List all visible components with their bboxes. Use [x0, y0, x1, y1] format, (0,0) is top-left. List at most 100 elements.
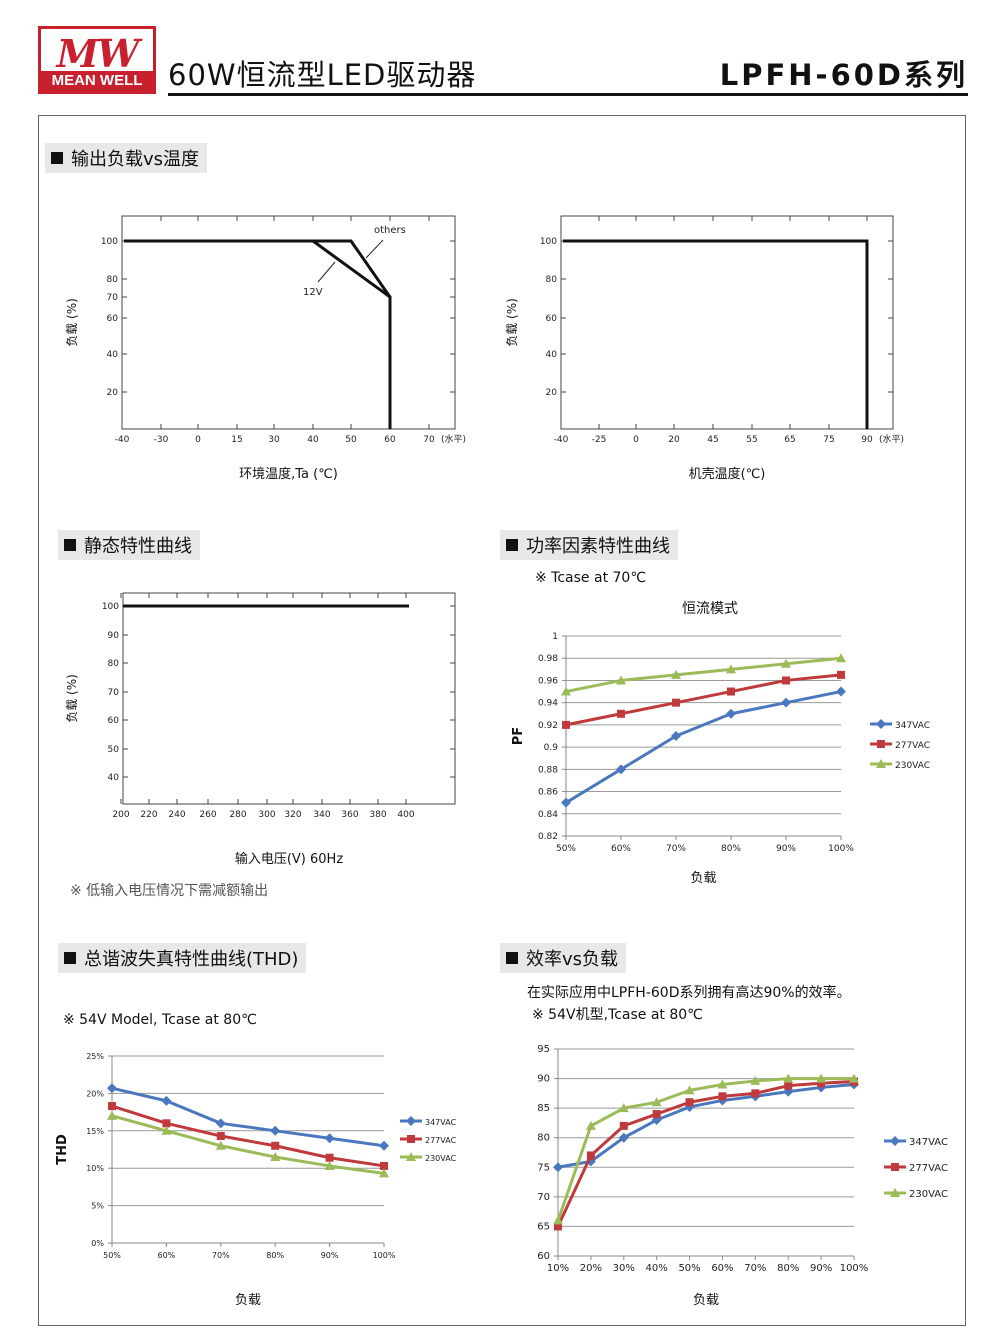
derating_ambient-y-tick-label: 60	[107, 314, 119, 324]
static-x-tick-label: 220	[140, 810, 157, 820]
efficiency-x-tick-label: 30%	[613, 1263, 635, 1274]
content-frame	[38, 115, 966, 1326]
thd-point-277VAC	[162, 1119, 171, 1128]
static-x-tick-label: 260	[199, 810, 216, 820]
derating_ambient-y-tick-label: 80	[107, 275, 119, 285]
pf-legend-label: 277VAC	[895, 741, 930, 751]
pf-point-277VAC	[617, 709, 625, 718]
derating_ambient-y-axis-label: 负载 (%)	[65, 298, 79, 347]
efficiency-point-277VAC	[685, 1098, 694, 1107]
pf-point-347VAC	[836, 686, 846, 697]
efficiency-x-tick-label: 100%	[840, 1263, 869, 1274]
header-rule	[168, 93, 968, 96]
pf-note: ※ Tcase at 70℃	[535, 570, 647, 586]
section-derating-label: 输出负载vs温度	[71, 149, 200, 170]
derating_ambient-x-tick-label: -30	[154, 435, 169, 445]
static-x-axis-label: 输入电压(V) 60Hz	[235, 851, 343, 867]
pf-point-230VAC	[726, 664, 736, 674]
pf-point-230VAC	[616, 675, 626, 685]
derating_case-y-tick-label: 60	[546, 314, 558, 324]
thd-point-230VAC	[324, 1160, 335, 1170]
pf-x-tick-label: 60%	[611, 844, 631, 854]
thd-point-277VAC	[380, 1161, 388, 1170]
pf-point-277VAC	[562, 720, 570, 729]
thd-point-230VAC	[379, 1168, 389, 1178]
pf-series-230VAC	[565, 656, 842, 694]
pf-point-230VAC	[781, 658, 791, 668]
pf-x-tick-label: 100%	[828, 844, 854, 854]
efficiency-point-230VAC	[849, 1073, 859, 1083]
efficiency-point-277VAC	[652, 1110, 661, 1119]
pf-y-axis-label: PF	[511, 727, 526, 745]
thd-y-tick-label: 25%	[86, 1052, 104, 1061]
derating_case-x-tick-label: 90	[861, 435, 873, 445]
derating_ambient-x-tick-label: 50	[345, 435, 357, 445]
derating-series-label: 12V	[303, 287, 323, 298]
thd-legend-marker	[407, 1135, 415, 1143]
static-plot-frame	[122, 592, 456, 805]
efficiency-note: ※ 54V机型,Tcase at 80℃	[532, 1007, 703, 1023]
efficiency-y-tick-label: 90	[537, 1074, 550, 1085]
pf-legend-label: 347VAC	[895, 721, 930, 731]
static-y-tick-label: 60	[108, 716, 120, 726]
thd-legend-label: 347VAC	[425, 1118, 457, 1127]
thd-x-tick-label: 70%	[212, 1251, 230, 1260]
pf-point-277VAC	[782, 676, 790, 685]
derating_case-x-unit: (水平)	[879, 433, 904, 445]
pf-point-347VAC	[671, 731, 681, 741]
pf-point-277VAC	[672, 698, 680, 707]
thd-series-230VAC	[111, 1114, 385, 1175]
pf-y-tick-label: 0.98	[538, 654, 558, 664]
static-x-tick-label: 400	[397, 810, 414, 820]
efficiency-point-230VAC	[553, 1215, 563, 1225]
pf-y-tick-label: 0.92	[538, 721, 558, 731]
thd-series-277VAC	[111, 1104, 385, 1168]
efficiency-y-tick-label: 80	[537, 1133, 550, 1144]
efficiency-description: 在实际应用中LPFH-60D系列拥有高达90%的效率。	[527, 985, 851, 1001]
derating_ambient-y-tick-label: 70	[107, 293, 119, 303]
efficiency-point-230VAC	[783, 1073, 794, 1083]
derating_case-y-axis-label: 负载 (%)	[505, 298, 519, 347]
derating_ambient-x-tick-label: 15	[231, 435, 242, 445]
efficiency-y-tick-label: 75	[537, 1162, 550, 1173]
derating_ambient-x-tick-label: -40	[115, 435, 130, 445]
derating_case-y-tick-label: 40	[546, 350, 558, 360]
static-y-tick-label: 50	[108, 745, 120, 755]
pf-y-tick-label: 0.94	[538, 699, 558, 709]
thd-legend-marker	[406, 1116, 416, 1126]
page-title: 60W恒流型LED驱动器	[168, 58, 477, 92]
static-y-tick-label: 70	[108, 688, 120, 698]
derating_case-x-tick-label: 0	[633, 435, 639, 445]
efficiency-x-tick-label: 50%	[678, 1263, 700, 1274]
efficiency-point-230VAC	[750, 1075, 761, 1085]
static-y-tick-label: 90	[108, 631, 120, 641]
pf-legend-marker	[876, 759, 886, 768]
derating-series-label: others	[374, 225, 406, 236]
derating_case-x-tick-label: 75	[823, 435, 834, 445]
derating_ambient-y-tick-label: 40	[107, 350, 119, 360]
thd-y-tick-label: 0%	[91, 1239, 104, 1248]
pf-point-230VAC	[561, 686, 571, 696]
pf-point-230VAC	[836, 653, 846, 663]
efficiency-point-277VAC	[619, 1121, 628, 1130]
pf-x-tick-label: 80%	[721, 844, 741, 854]
thd-point-277VAC	[216, 1132, 225, 1141]
efficiency-legend-label: 230VAC	[909, 1189, 948, 1200]
efficiency-legend-marker	[891, 1163, 899, 1171]
pf-y-tick-label: 0.96	[538, 676, 558, 686]
pf-x-tick-label: 90%	[776, 844, 796, 854]
derating_case-plot-frame	[560, 215, 894, 430]
derating_case-x-tick-label: 55	[746, 435, 757, 445]
pf-y-tick-label: 0.84	[538, 810, 558, 820]
thd-x-tick-label: 50%	[103, 1251, 121, 1260]
efficiency-legend-label: 277VAC	[909, 1163, 948, 1174]
thd-point-277VAC	[271, 1141, 280, 1150]
thd-point-347VAC	[270, 1125, 281, 1136]
section-static-label: 静态特性曲线	[84, 536, 192, 557]
static-y-tick-label: 100	[102, 602, 119, 612]
thd-series-347VAC	[111, 1086, 385, 1148]
efficiency-legend-marker	[890, 1188, 900, 1197]
thd-legend-marker	[406, 1152, 416, 1161]
static-y-tick-label: 80	[108, 659, 120, 669]
pf-y-tick-label: 1	[552, 632, 558, 642]
